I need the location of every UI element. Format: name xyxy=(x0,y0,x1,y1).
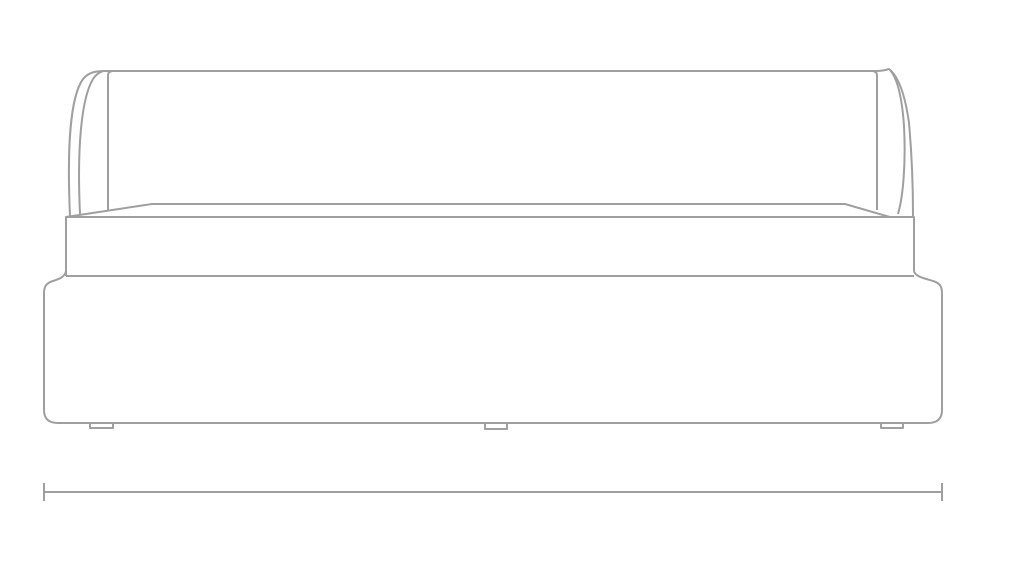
foot-right xyxy=(880,423,904,429)
base-outline xyxy=(43,270,943,424)
bed-line-art xyxy=(43,68,943,501)
headboard-right-seam-curve xyxy=(889,69,906,215)
foot-left xyxy=(89,423,114,429)
headboard-right-seam-line xyxy=(872,70,878,210)
deck-top-edge xyxy=(65,203,891,218)
headboard-outline xyxy=(67,68,914,217)
headboard-left-seam-line xyxy=(107,70,113,210)
foot-center xyxy=(484,423,508,430)
rail-band xyxy=(65,216,915,276)
headboard-left-seam-curve xyxy=(78,70,104,215)
